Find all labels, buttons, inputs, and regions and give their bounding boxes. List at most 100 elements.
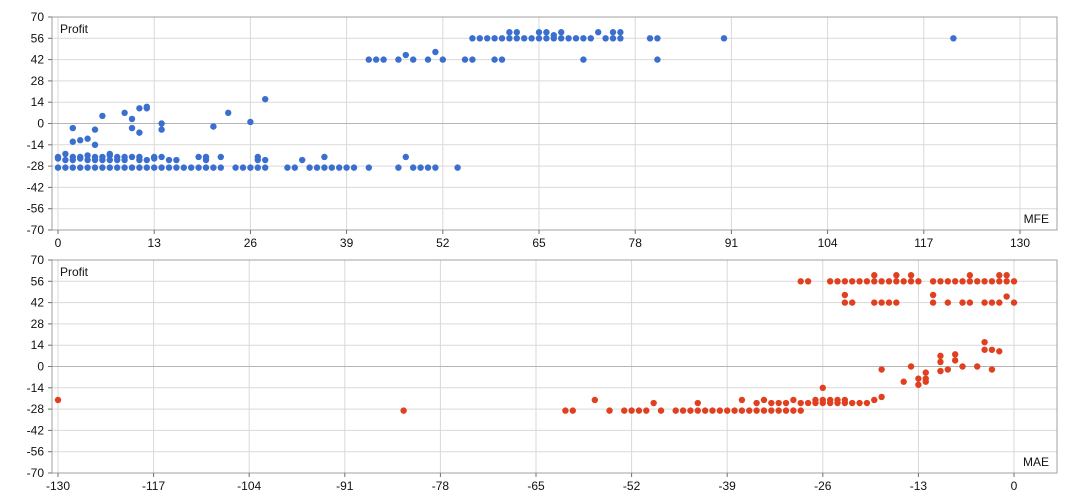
y-tick-label: 14 [31,95,45,109]
data-point [210,123,217,130]
data-point [871,396,878,404]
data-point [114,153,121,161]
data-point [591,396,599,404]
data-point [202,164,210,171]
data-point [151,164,158,171]
data-point [606,407,613,414]
x-tick-label: 117 [914,236,933,250]
data-point [535,35,543,42]
data-point [878,393,885,401]
data-point [724,407,731,414]
data-point [136,129,143,136]
data-point [188,164,195,171]
data-point [69,153,77,161]
data-point [950,35,957,42]
data-point [173,156,180,164]
data-point [826,396,834,404]
y-tick-label: 14 [31,338,45,352]
data-point [565,35,572,42]
data-point [804,399,812,407]
data-point [602,35,609,42]
data-point [621,407,628,414]
y-tick-label: 0 [37,117,44,131]
y-tick-label: -42 [27,180,45,194]
data-point [819,396,826,404]
data-point [210,164,217,171]
data-point [907,272,915,279]
data-point [432,48,439,56]
data-point [543,29,550,36]
data-point [350,164,358,171]
data-point [988,346,996,353]
data-point [506,35,513,42]
data-point [929,291,937,299]
data-point [841,278,849,285]
mfe-scatter-chart: 0 13 26 39 52 65 78 91 104 117 130 70 56 42 28 14 0 -14 -2… [27,10,1058,250]
data-point [321,164,328,171]
data-point [841,299,849,306]
data-point [550,32,557,39]
data-point [646,35,654,42]
data-point [900,278,907,285]
data-point [871,278,878,285]
data-point [937,367,944,375]
mae-scatter-chart: -130 -117 -104 -91 -78 -65 -52 -39 -26 -13 0705642… [27,253,1058,493]
data-point [760,407,768,414]
data-point [498,56,506,63]
data-point [988,278,996,285]
data-point [91,153,99,161]
data-point [84,156,91,164]
data-point [966,272,974,279]
y-tick-label: 42 [31,296,45,310]
data-point [84,164,91,171]
data-point [77,164,84,171]
data-point [790,407,797,414]
data-point [217,153,224,161]
data-point [738,396,746,404]
data-point [469,35,476,42]
data-point [974,278,981,285]
data-point [143,164,150,171]
data-point [595,29,602,36]
data-point [513,29,520,36]
data-point [878,278,885,285]
data-point [907,363,915,370]
data-point [84,152,91,159]
data-point [797,278,804,285]
data-point [158,126,165,133]
data-point [672,407,679,414]
data-point [217,164,224,171]
y-tick-label: 70 [31,253,45,267]
x-axis-label: MFE [1024,212,1049,226]
data-point [562,407,569,414]
x-tick-label: 91 [725,236,739,250]
data-point [617,29,624,36]
data-point [959,363,966,370]
data-point [738,407,746,414]
data-point [54,153,62,161]
data-point [158,164,165,171]
data-point [254,153,261,161]
data-point [69,164,77,171]
data-point [753,399,760,407]
data-point [834,396,841,404]
data-point [498,35,506,42]
data-point [1010,299,1018,306]
x-tick-label: -130 [46,479,70,493]
data-point [797,407,804,414]
data-point [513,35,520,42]
data-point [128,124,136,132]
x-tick-label: 65 [532,236,546,250]
data-point [143,103,150,110]
data-point [1003,272,1010,279]
data-point [62,164,69,171]
data-point [62,156,69,164]
data-point [262,95,269,103]
data-point [951,278,959,285]
data-point [77,137,84,144]
data-point [753,407,760,414]
data-point [395,164,402,171]
data-point [291,164,298,171]
y-tick-label: -28 [27,402,45,416]
data-point [951,357,959,364]
